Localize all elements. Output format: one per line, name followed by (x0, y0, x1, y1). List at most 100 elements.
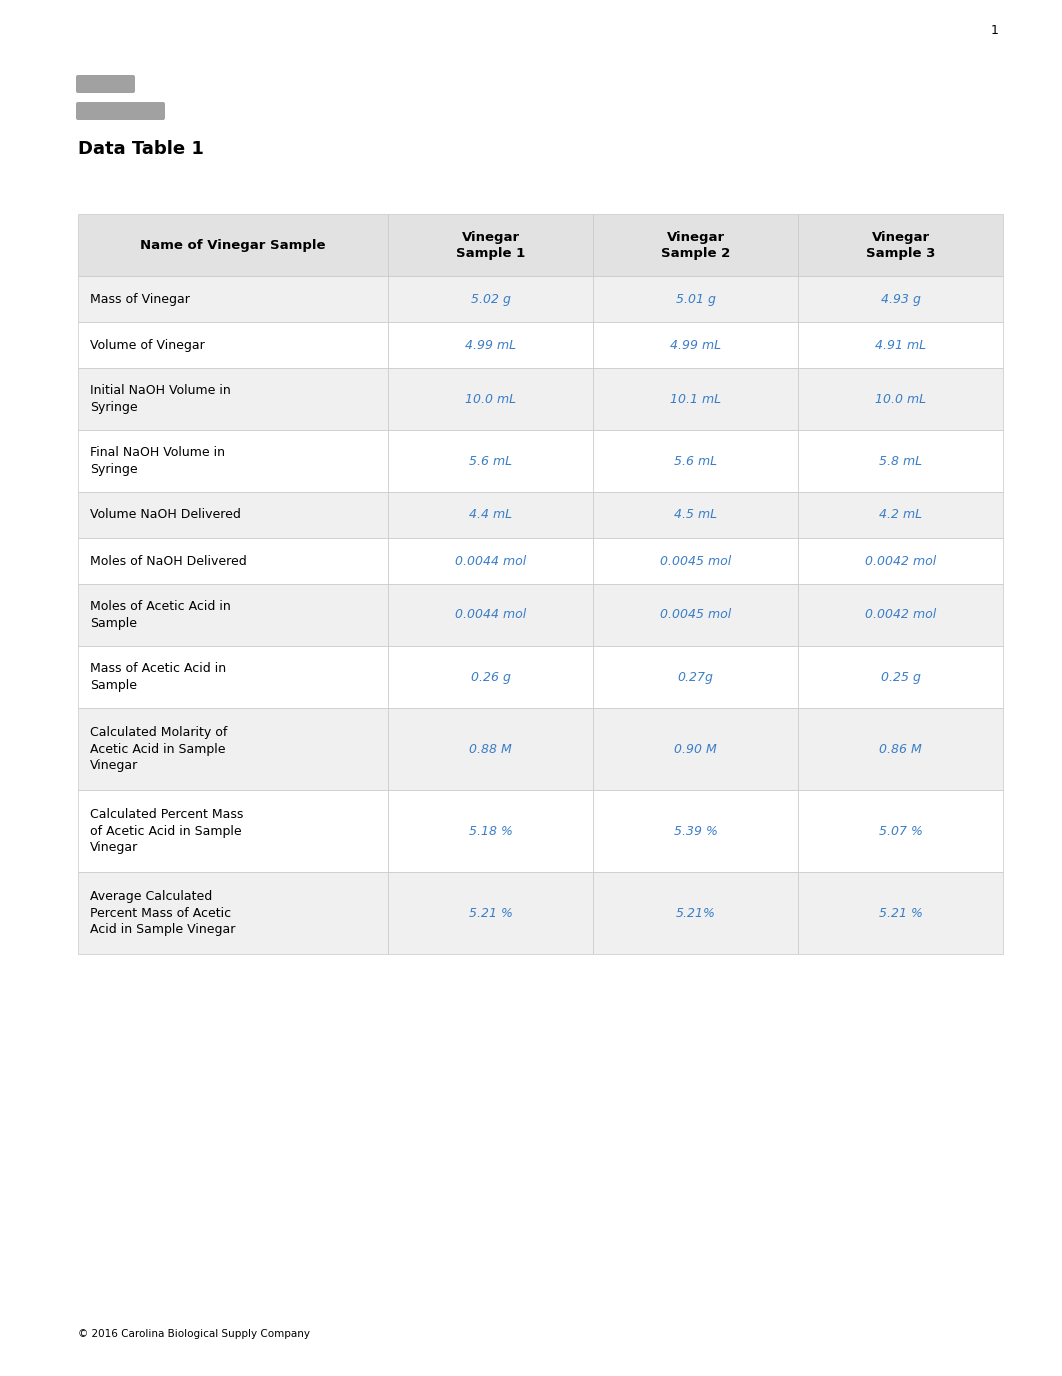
Text: 4.91 mL: 4.91 mL (875, 338, 926, 351)
Bar (388, 790, 593, 872)
Text: 0.90 M: 0.90 M (674, 743, 717, 755)
Text: Calculated Percent Mass
of Acetic Acid in Sample
Vinegar: Calculated Percent Mass of Acetic Acid i… (90, 808, 243, 854)
Bar (798, 322, 1003, 367)
Bar (388, 431, 593, 493)
Text: 5.07 %: 5.07 % (878, 824, 923, 838)
Bar (593, 709, 798, 790)
Bar (593, 277, 798, 322)
Text: 0.86 M: 0.86 M (879, 743, 922, 755)
Text: 0.0042 mol: 0.0042 mol (864, 555, 936, 567)
Bar (798, 645, 1003, 709)
Bar (78, 709, 388, 790)
Text: 4.99 mL: 4.99 mL (465, 338, 516, 351)
Text: 0.0044 mol: 0.0044 mol (455, 608, 526, 622)
Bar (78, 367, 388, 431)
Text: 4.5 mL: 4.5 mL (674, 509, 717, 522)
Bar (593, 367, 798, 431)
Bar (78, 322, 388, 367)
Text: Vinegar
Sample 1: Vinegar Sample 1 (456, 231, 525, 260)
Bar (593, 538, 798, 583)
Text: 0.0045 mol: 0.0045 mol (660, 555, 731, 567)
Bar (78, 645, 388, 709)
Bar (78, 493, 388, 538)
Text: Vinegar
Sample 3: Vinegar Sample 3 (866, 231, 936, 260)
Bar (798, 215, 1003, 277)
Text: Volume of Vinegar: Volume of Vinegar (90, 338, 205, 351)
Text: 0.0044 mol: 0.0044 mol (455, 555, 526, 567)
Bar (798, 872, 1003, 954)
Bar (78, 538, 388, 583)
Text: 4.99 mL: 4.99 mL (670, 338, 721, 351)
Bar (78, 277, 388, 322)
Text: 10.1 mL: 10.1 mL (670, 392, 721, 406)
Text: 1: 1 (991, 25, 999, 37)
Bar (388, 709, 593, 790)
Text: 0.0042 mol: 0.0042 mol (864, 608, 936, 622)
Bar (388, 493, 593, 538)
Text: Average Calculated
Percent Mass of Acetic
Acid in Sample Vinegar: Average Calculated Percent Mass of Aceti… (90, 890, 236, 936)
Bar (593, 431, 798, 493)
Bar (388, 645, 593, 709)
Bar (593, 322, 798, 367)
Text: 5.39 %: 5.39 % (673, 824, 718, 838)
Text: 5.6 mL: 5.6 mL (469, 454, 512, 468)
Bar (593, 790, 798, 872)
Text: 10.0 mL: 10.0 mL (875, 392, 926, 406)
Text: 5.01 g: 5.01 g (675, 293, 716, 305)
Bar (388, 367, 593, 431)
Bar (593, 583, 798, 645)
FancyBboxPatch shape (76, 76, 135, 94)
Bar (78, 215, 388, 277)
Text: 0.25 g: 0.25 g (880, 670, 921, 684)
Text: 0.26 g: 0.26 g (470, 670, 511, 684)
Bar (78, 872, 388, 954)
Text: Moles of Acetic Acid in
Sample: Moles of Acetic Acid in Sample (90, 600, 230, 630)
Text: Mass of Acetic Acid in
Sample: Mass of Acetic Acid in Sample (90, 662, 226, 692)
Text: Moles of NaOH Delivered: Moles of NaOH Delivered (90, 555, 246, 567)
Bar (798, 583, 1003, 645)
Bar (388, 215, 593, 277)
Bar (388, 583, 593, 645)
Text: 5.21 %: 5.21 % (468, 907, 513, 919)
Bar (593, 645, 798, 709)
Bar (78, 431, 388, 493)
Text: 5.21%: 5.21% (675, 907, 716, 919)
Text: Data Table 1: Data Table 1 (78, 140, 204, 158)
Bar (388, 872, 593, 954)
Bar (78, 790, 388, 872)
Bar (388, 322, 593, 367)
Text: 4.93 g: 4.93 g (880, 293, 921, 305)
Text: Volume NaOH Delivered: Volume NaOH Delivered (90, 509, 241, 522)
Text: © 2016 Carolina Biological Supply Company: © 2016 Carolina Biological Supply Compan… (78, 1329, 310, 1339)
Text: 4.4 mL: 4.4 mL (469, 509, 512, 522)
Bar (798, 538, 1003, 583)
Bar (388, 277, 593, 322)
Text: Name of Vinegar Sample: Name of Vinegar Sample (140, 238, 326, 252)
Text: 5.6 mL: 5.6 mL (674, 454, 717, 468)
Text: Final NaOH Volume in
Syringe: Final NaOH Volume in Syringe (90, 446, 225, 476)
Bar (798, 277, 1003, 322)
Text: Vinegar
Sample 2: Vinegar Sample 2 (661, 231, 731, 260)
Text: 5.21 %: 5.21 % (878, 907, 923, 919)
Bar (593, 493, 798, 538)
Bar (798, 431, 1003, 493)
Bar (798, 790, 1003, 872)
Bar (798, 367, 1003, 431)
FancyBboxPatch shape (76, 102, 165, 120)
Bar (78, 583, 388, 645)
Text: 5.02 g: 5.02 g (470, 293, 511, 305)
Text: 10.0 mL: 10.0 mL (465, 392, 516, 406)
Bar (798, 709, 1003, 790)
Text: 5.8 mL: 5.8 mL (879, 454, 922, 468)
Bar (798, 493, 1003, 538)
Bar (593, 215, 798, 277)
Text: Calculated Molarity of
Acetic Acid in Sample
Vinegar: Calculated Molarity of Acetic Acid in Sa… (90, 727, 227, 772)
Text: 0.0045 mol: 0.0045 mol (660, 608, 731, 622)
Bar (593, 872, 798, 954)
Text: 4.2 mL: 4.2 mL (879, 509, 922, 522)
Text: 5.18 %: 5.18 % (468, 824, 513, 838)
Bar (388, 538, 593, 583)
Text: Mass of Vinegar: Mass of Vinegar (90, 293, 190, 305)
Text: 0.88 M: 0.88 M (469, 743, 512, 755)
Text: Initial NaOH Volume in
Syringe: Initial NaOH Volume in Syringe (90, 384, 230, 414)
